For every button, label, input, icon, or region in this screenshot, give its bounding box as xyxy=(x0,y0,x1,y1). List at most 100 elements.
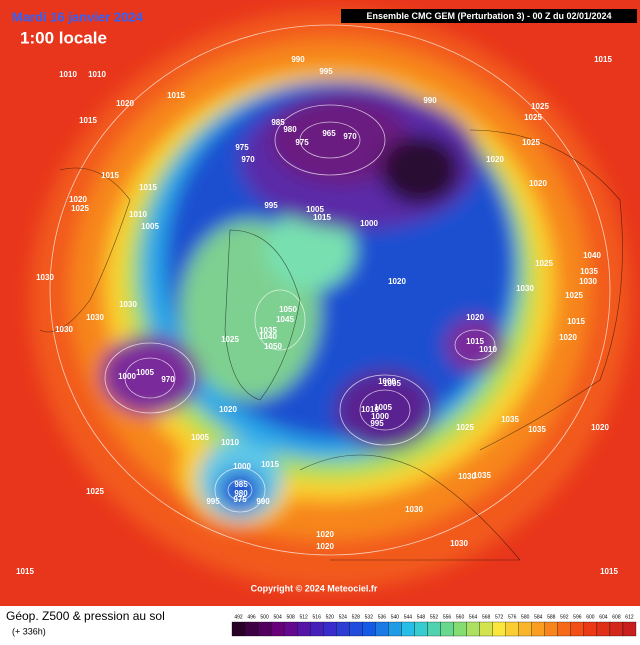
isobar-label: 990 xyxy=(423,96,437,105)
isobar-label: 1000 xyxy=(360,219,378,228)
scale-label: 596 xyxy=(573,614,582,620)
scale-label: 512 xyxy=(300,614,309,620)
isobar-label: 1010 xyxy=(221,438,239,447)
isobar-label: 995 xyxy=(264,201,278,210)
isobar-label: 970 xyxy=(161,375,175,384)
scale-swatch xyxy=(609,621,624,637)
scale-label: 548 xyxy=(417,614,426,620)
scale-swatch xyxy=(349,621,363,637)
scale-label: 500 xyxy=(260,614,269,620)
scale-label: 540 xyxy=(391,614,400,620)
field xyxy=(0,0,640,606)
isobar-label: 1030 xyxy=(405,505,423,514)
scale-label: 580 xyxy=(521,614,530,620)
isobar-label: 1035 xyxy=(580,267,598,276)
isobar-label: 1005 xyxy=(383,379,401,388)
isobar-label: 1030 xyxy=(55,325,73,334)
isobar-label: 1020 xyxy=(591,423,609,432)
scale-swatch xyxy=(310,621,324,637)
scale-label: 536 xyxy=(378,614,387,620)
scale-swatch xyxy=(505,621,519,637)
local-time: 1:00 locale xyxy=(20,28,107,47)
isobar-label: 1030 xyxy=(579,277,597,286)
isobar-label: 985 xyxy=(234,480,248,489)
isobar-label: 1015 xyxy=(313,213,331,222)
isobar-label: 1000 xyxy=(118,372,136,381)
scale-label: 592 xyxy=(560,614,569,620)
isobar-label: 975 xyxy=(233,495,247,504)
isobar-label: 975 xyxy=(295,138,309,147)
scale-swatch xyxy=(244,621,259,637)
product-title: Géop. Z500 & pression au sol xyxy=(6,609,165,623)
scale-label: 588 xyxy=(547,614,556,620)
scale-swatch xyxy=(414,621,428,637)
isobar-label: 1000 xyxy=(378,377,396,386)
scale-swatch xyxy=(440,621,454,637)
scale-label: 520 xyxy=(326,614,335,620)
isobar-label: 1005 xyxy=(191,433,209,442)
scale-swatch xyxy=(297,621,311,637)
scale-swatch xyxy=(531,621,545,637)
scale-swatch xyxy=(557,621,571,637)
scale-label: 576 xyxy=(508,614,517,620)
isobar-label: 1025 xyxy=(524,113,542,122)
scale-label: 552 xyxy=(430,614,439,620)
scale-label: 568 xyxy=(482,614,491,620)
isobar-label: 1010 xyxy=(59,70,77,79)
isobar-label: 970 xyxy=(241,155,255,164)
scale-swatch xyxy=(401,621,415,637)
scale-swatch xyxy=(257,621,272,637)
isobar-label: 1000 xyxy=(233,462,251,471)
isobar-label: 1020 xyxy=(529,179,547,188)
isobar-label: 1030 xyxy=(450,539,468,548)
isobar-label: 1025 xyxy=(531,102,549,111)
isobar-label: 1015 xyxy=(261,460,279,469)
isobar-label: 1020 xyxy=(219,405,237,414)
scale-label: 508 xyxy=(286,614,295,620)
isobar-label: 1010 xyxy=(88,70,106,79)
isobar-label: 1010 xyxy=(129,210,147,219)
lead-time: (+ 336h) xyxy=(12,626,46,636)
isobar-label: 1020 xyxy=(316,542,334,551)
scale-label: 564 xyxy=(469,614,478,620)
isobar-label: 990 xyxy=(291,55,305,64)
scale-swatch xyxy=(466,621,480,637)
isobar-label: 980 xyxy=(283,125,297,134)
isobar-label: 1010 xyxy=(361,405,379,414)
isobar-label: 1015 xyxy=(600,567,618,576)
isobar-label: 1020 xyxy=(486,155,504,164)
scale-label: 556 xyxy=(443,614,452,620)
isobar-label: 1020 xyxy=(116,99,134,108)
coastlines xyxy=(39,129,623,561)
isobar-label: 1015 xyxy=(466,337,484,346)
isobar-label: 1025 xyxy=(565,291,583,300)
isobar-label: 1020 xyxy=(316,530,334,539)
isobar-label: 1035 xyxy=(501,415,519,424)
isobar-label: 1050 xyxy=(264,342,282,351)
scale-swatch xyxy=(570,621,585,637)
scale-swatch xyxy=(375,621,389,637)
isobar-label: 1005 xyxy=(141,222,159,231)
isobar-label: 1020 xyxy=(559,333,577,342)
isobar-label: 1015 xyxy=(139,183,157,192)
date: Mardi 16 janvier 2024 xyxy=(12,9,144,24)
scale-label: 496 xyxy=(247,614,256,620)
isobar-label: 985 xyxy=(271,118,285,127)
isobar-label: 1005 xyxy=(136,368,154,377)
isobar-label: 995 xyxy=(319,67,333,76)
isobar-labels: 1010 1010 1020 1015 1015 990 995 990 1025 1025 101… xyxy=(16,55,618,576)
scale-label: 608 xyxy=(612,614,621,620)
isobar-label: 1025 xyxy=(535,259,553,268)
scale-label: 532 xyxy=(365,614,374,620)
scale-swatch xyxy=(596,621,611,637)
isobar-label: 980 xyxy=(234,489,248,498)
color-scale: 492 496 500 504 508 512 516 520 524 528 532 536 540 5… xyxy=(231,614,637,637)
isobar-label: 1015 xyxy=(594,55,612,64)
isobar-label: 995 xyxy=(370,419,384,428)
isobar-label: 1015 xyxy=(567,317,585,326)
isobar-label: 990 xyxy=(256,497,270,506)
isobar-label: 995 xyxy=(206,497,220,506)
scale-label: 600 xyxy=(586,614,595,620)
scale-label: 516 xyxy=(313,614,322,620)
